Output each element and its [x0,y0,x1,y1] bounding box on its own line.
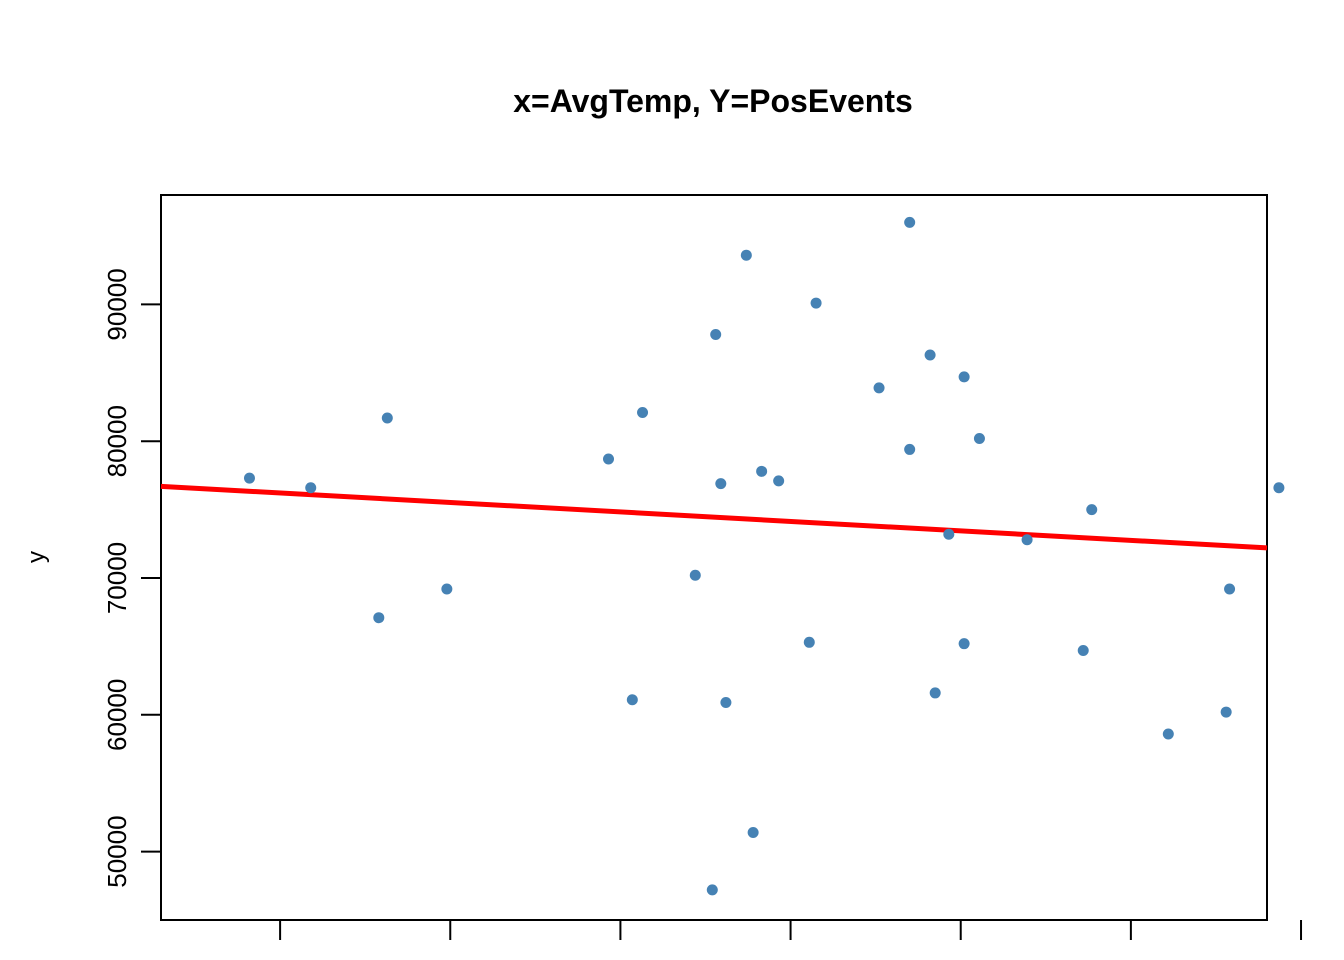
data-points [243,216,1285,896]
data-point [715,478,727,490]
data-point [626,694,638,706]
data-point [1224,583,1236,595]
plot-frame [160,194,1268,921]
data-point [958,638,970,650]
data-point [305,482,317,494]
axis-ticks: 50000 60000 70000 80000 90000 [102,268,1303,940]
data-point [943,528,955,540]
data-point [958,371,970,383]
data-point [373,612,385,624]
data-point [603,453,615,465]
data-point [1021,534,1033,546]
y-tick-label-2: 70000 [102,542,132,614]
data-point [381,412,393,424]
data-point [973,432,985,444]
data-point [243,472,255,484]
data-point [810,297,822,309]
data-point [1162,728,1174,740]
data-point [710,329,722,341]
regression-line-layer [160,483,1268,551]
data-point [689,569,701,581]
y-tick-label-0: 50000 [102,815,132,887]
data-point [929,687,941,699]
data-point [904,216,916,228]
data-point [637,407,649,418]
y-tick-label-3: 80000 [102,405,132,477]
y-tick-label-1: 60000 [102,679,132,751]
data-point [720,697,732,708]
data-point [706,884,718,896]
chart-title: x=AvgTemp, Y=PosEvents [513,83,913,119]
data-point [740,249,752,261]
data-point [1086,504,1098,516]
data-point [756,465,768,477]
y-axis-label: y [23,551,50,563]
data-point [1273,482,1285,494]
data-point [873,382,885,394]
data-point [1077,645,1089,657]
data-point [747,826,759,838]
data-point [773,475,785,487]
data-point [924,349,936,361]
data-point [904,443,916,455]
regression-line [160,483,1268,551]
data-point [803,636,815,648]
data-point [441,583,453,595]
y-tick-label-4: 90000 [102,268,132,340]
data-point [1220,706,1232,718]
